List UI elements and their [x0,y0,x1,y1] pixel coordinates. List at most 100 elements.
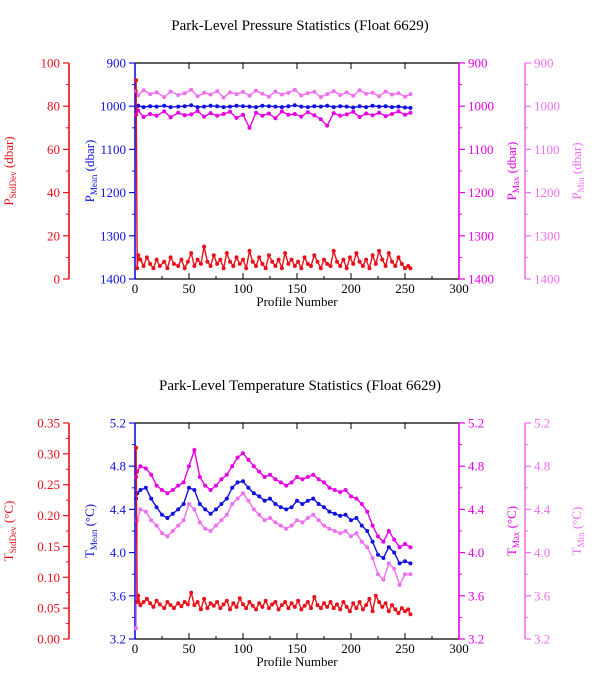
chart-1: Park-Level Pressure Statistics (Float 66… [1,18,586,309]
data-point-mean [136,103,141,108]
series-line-max [135,447,411,549]
data-point-min [312,89,317,94]
data-point-mean [195,105,200,110]
y-tick-label: 0.25 [37,477,60,492]
data-point-min [219,518,224,523]
data-point-mean [221,105,226,110]
y-tick-label: 1000 [534,99,560,114]
series-max [134,108,413,130]
data-point-mean [228,104,232,109]
data-point-std [373,261,378,266]
data-point-std [179,257,184,262]
y-tick-label: 0.00 [37,632,60,647]
data-point-std [347,255,352,260]
data-point-max [351,109,356,114]
data-point-mean [357,104,362,109]
data-point-min [136,93,141,98]
y-tick-label: 1100 [534,142,560,157]
data-point-min [300,520,305,525]
y-tick-label: 4.4 [468,502,485,517]
data-point-mean [260,103,265,108]
data-point-min [228,90,232,95]
data-point-mean [403,105,407,110]
data-point-std [211,253,216,258]
data-point-max [251,464,256,469]
y-tick-label: 1400 [100,272,126,287]
data-point-std [157,264,162,268]
data-point-max [332,488,337,492]
data-point-mean [286,104,291,109]
data-point-mean [176,104,181,109]
data-point-std [224,251,229,256]
data-point-std [312,253,317,258]
data-point-std [234,255,239,260]
data-point-max [390,112,394,116]
data-point-max [377,110,382,115]
data-point-std [335,602,339,607]
data-point-min [241,89,245,94]
data-point-std [390,603,394,608]
y-tick-label: 1300 [100,228,126,243]
data-point-max [331,111,336,116]
data-point-max [168,115,173,120]
data-point-min [279,92,284,97]
data-point-std [247,248,252,253]
data-point-mean [138,488,143,492]
data-point-std [403,609,407,614]
data-point-mean [273,502,278,506]
data-point-std [408,266,413,271]
data-point-std [171,261,176,266]
data-point-max [300,477,305,482]
data-point-mean [305,105,310,110]
series-std [134,78,413,271]
data-point-min [160,531,164,536]
y-tick-label: 0.15 [37,539,60,554]
data-point-mean [408,105,413,110]
data-point-std [195,257,200,262]
data-point-std [138,603,143,608]
data-point-min [273,89,278,94]
data-point-mean [247,104,252,109]
data-point-mean [284,507,289,512]
data-point-std [135,600,140,604]
data-point-std [273,264,278,268]
data-point-std [408,612,413,617]
x-tick-label: 150 [287,641,307,656]
data-point-min [359,539,364,544]
y-tick-label: 4.8 [110,459,126,474]
data-point-max [247,125,252,130]
data-point-max [138,464,143,469]
data-point-std [154,598,159,603]
y-tick-label: 3.6 [534,588,551,603]
data-point-mean [143,485,148,490]
data-point-std [331,248,336,253]
data-point-min [383,89,388,94]
data-point-mean [192,488,197,492]
data-point-mean [311,496,316,501]
x-tick-label: 300 [449,641,469,656]
data-point-mean [197,502,202,506]
data-point-max [235,455,240,460]
x-axis-label: Profile Number [256,294,338,309]
y-axis-label-min: PMin (dbar) [569,142,586,199]
y-tick-label: 3.2 [534,632,550,647]
data-point-mean [208,103,213,108]
x-tick-label: 250 [395,641,415,656]
data-point-min [181,518,186,523]
y-axis-label-max: TMax (°C) [504,506,521,556]
x-tick-label: 50 [183,641,196,656]
data-point-std [247,600,252,604]
data-point-mean [392,550,397,555]
data-point-std [273,600,278,604]
data-point-min [327,526,332,531]
data-point-max [381,539,386,544]
data-point-max [376,534,380,539]
data-point-min [170,529,175,533]
data-point-min [214,523,218,528]
data-point-mean [165,516,170,520]
data-point-mean [305,498,310,503]
data-point-mean [170,511,175,516]
data-point-min [202,90,207,95]
data-point-min [138,507,143,512]
data-point-std [218,257,223,262]
